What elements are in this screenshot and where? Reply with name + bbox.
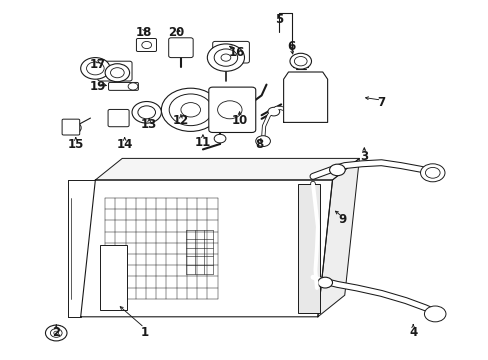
Text: 19: 19 <box>89 80 106 93</box>
Bar <box>298 184 320 313</box>
Circle shape <box>255 136 270 147</box>
Circle shape <box>54 331 59 335</box>
Circle shape <box>425 167 439 178</box>
Circle shape <box>214 49 237 66</box>
Circle shape <box>110 68 124 78</box>
Text: 12: 12 <box>172 114 189 127</box>
Text: 4: 4 <box>408 327 416 339</box>
Text: 1: 1 <box>140 327 148 339</box>
Circle shape <box>207 44 244 71</box>
Circle shape <box>138 106 155 119</box>
Circle shape <box>142 41 151 49</box>
Text: 8: 8 <box>255 138 263 150</box>
Text: 7: 7 <box>377 96 385 109</box>
Circle shape <box>424 306 445 322</box>
FancyBboxPatch shape <box>108 82 138 90</box>
Polygon shape <box>95 158 359 180</box>
Text: 14: 14 <box>116 138 133 150</box>
Text: 17: 17 <box>89 58 106 71</box>
FancyBboxPatch shape <box>62 119 80 135</box>
Circle shape <box>289 53 311 69</box>
Circle shape <box>45 325 67 341</box>
FancyBboxPatch shape <box>208 87 255 132</box>
Circle shape <box>128 83 138 90</box>
Circle shape <box>420 164 444 182</box>
Bar <box>100 245 127 310</box>
Text: 3: 3 <box>360 150 367 163</box>
Circle shape <box>63 121 81 134</box>
Circle shape <box>132 102 161 123</box>
Text: 6: 6 <box>286 40 294 53</box>
Circle shape <box>317 277 332 288</box>
Polygon shape <box>317 158 359 317</box>
Circle shape <box>294 57 306 66</box>
Circle shape <box>214 134 225 143</box>
Text: 13: 13 <box>141 118 157 131</box>
Text: 16: 16 <box>228 46 245 59</box>
FancyBboxPatch shape <box>212 41 249 63</box>
Circle shape <box>105 64 129 82</box>
Polygon shape <box>81 180 332 317</box>
FancyBboxPatch shape <box>168 38 193 58</box>
Circle shape <box>161 88 220 131</box>
Circle shape <box>329 164 345 176</box>
FancyBboxPatch shape <box>136 39 156 51</box>
FancyBboxPatch shape <box>98 61 132 81</box>
Circle shape <box>86 62 104 75</box>
Text: 20: 20 <box>167 26 184 39</box>
Text: 11: 11 <box>194 136 211 149</box>
Circle shape <box>169 94 212 126</box>
Circle shape <box>181 103 200 117</box>
Text: 15: 15 <box>67 138 84 150</box>
Text: 2: 2 <box>52 327 60 339</box>
FancyBboxPatch shape <box>108 109 129 127</box>
Circle shape <box>50 329 62 337</box>
Text: 18: 18 <box>136 26 152 39</box>
Polygon shape <box>283 72 327 122</box>
Text: 5: 5 <box>274 13 282 26</box>
Circle shape <box>217 101 242 119</box>
Circle shape <box>267 107 279 116</box>
Text: 9: 9 <box>338 213 346 226</box>
Circle shape <box>81 58 110 79</box>
Text: 10: 10 <box>231 114 247 127</box>
Circle shape <box>221 54 230 61</box>
